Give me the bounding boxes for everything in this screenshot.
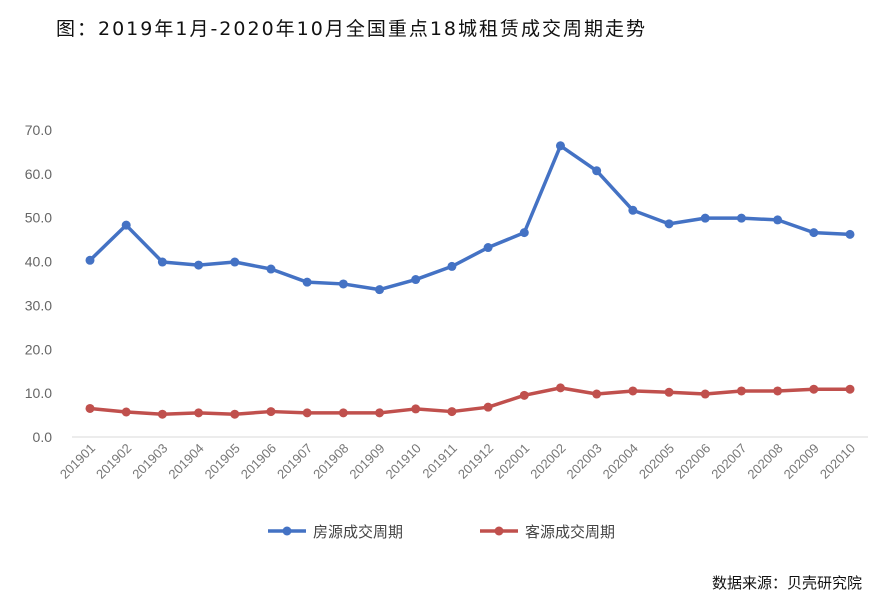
y-tick-label: 70.0 xyxy=(25,122,52,138)
data-point xyxy=(302,277,312,287)
series-1 xyxy=(85,141,855,295)
data-point xyxy=(483,243,493,253)
data-point xyxy=(194,408,204,418)
data-point xyxy=(628,386,638,396)
data-point xyxy=(809,228,819,238)
y-tick-label: 50.0 xyxy=(25,210,52,226)
y-tick-label: 30.0 xyxy=(25,297,52,313)
x-axis: 2019012019022019032019042019052019062019… xyxy=(57,441,858,482)
data-point xyxy=(592,389,602,399)
data-point xyxy=(338,279,348,289)
data-point xyxy=(375,408,385,418)
y-tick-label: 0.0 xyxy=(33,429,53,445)
data-point xyxy=(845,384,855,394)
x-tick-label: 202003 xyxy=(563,441,604,482)
data-point xyxy=(121,407,131,417)
x-tick-label: 201906 xyxy=(238,441,279,482)
legend-label: 房源成交周期 xyxy=(313,523,403,541)
data-point xyxy=(483,402,493,412)
data-point xyxy=(773,215,783,225)
data-point xyxy=(121,220,131,230)
series-line xyxy=(88,386,852,416)
legend: 房源成交周期 客源成交周期 xyxy=(268,523,615,541)
data-point xyxy=(411,275,421,285)
x-tick-label: 201907 xyxy=(274,441,315,482)
data-point xyxy=(736,213,746,223)
data-point xyxy=(157,257,167,267)
x-tick-label: 201911 xyxy=(419,441,460,482)
data-point xyxy=(845,229,855,239)
data-point xyxy=(628,205,638,215)
series-line xyxy=(88,144,852,292)
data-point xyxy=(700,389,710,399)
data-point xyxy=(157,409,167,419)
data-source: 数据来源：贝壳研究院 xyxy=(711,574,862,592)
data-point xyxy=(447,407,457,417)
x-tick-label: 202010 xyxy=(817,441,858,482)
data-point xyxy=(266,264,276,274)
data-point xyxy=(230,409,240,419)
chart-title: 图：2019年1月-2020年10月全国重点18城租赁成交周期走势 xyxy=(56,18,648,40)
data-point xyxy=(447,261,457,271)
x-tick-label: 202005 xyxy=(636,441,677,482)
data-point xyxy=(555,383,565,393)
x-tick-label: 202006 xyxy=(672,441,713,482)
data-point xyxy=(773,386,783,396)
data-point xyxy=(664,219,674,229)
data-point xyxy=(302,408,312,418)
x-tick-label: 201901 xyxy=(57,441,98,482)
data-point xyxy=(519,228,529,238)
data-point xyxy=(700,213,710,223)
x-tick-label: 201909 xyxy=(346,441,387,482)
legend-item: 房源成交周期 xyxy=(268,523,403,541)
x-tick-label: 201912 xyxy=(455,441,496,482)
legend-item: 客源成交周期 xyxy=(480,523,615,541)
x-tick-label: 201902 xyxy=(93,441,134,482)
legend-marker xyxy=(282,526,292,536)
data-point xyxy=(592,166,602,176)
x-tick-label: 202001 xyxy=(491,441,532,482)
series-2 xyxy=(85,383,855,419)
data-point xyxy=(809,384,819,394)
y-tick-label: 40.0 xyxy=(25,254,52,270)
data-point xyxy=(411,404,421,414)
data-point xyxy=(85,403,95,413)
x-tick-label: 202009 xyxy=(781,441,822,482)
y-axis: 0.0 10.0 20.0 30.0 40.0 50.0 60.0 70.0 xyxy=(25,122,52,445)
data-point xyxy=(555,141,565,151)
data-point xyxy=(338,408,348,418)
data-point xyxy=(194,260,204,270)
y-tick-label: 20.0 xyxy=(25,341,52,357)
x-tick-label: 202002 xyxy=(527,441,568,482)
x-tick-label: 202008 xyxy=(744,441,785,482)
data-point xyxy=(736,386,746,396)
x-tick-label: 201904 xyxy=(165,441,206,482)
y-tick-label: 60.0 xyxy=(25,166,52,182)
data-point xyxy=(519,390,529,400)
data-point xyxy=(230,257,240,267)
x-tick-label: 201910 xyxy=(383,441,424,482)
x-tick-label: 201903 xyxy=(129,441,170,482)
x-tick-label: 201908 xyxy=(310,441,351,482)
x-tick-label: 202007 xyxy=(708,441,749,482)
data-point xyxy=(85,255,95,265)
legend-label: 客源成交周期 xyxy=(525,523,615,541)
data-point xyxy=(266,407,276,417)
data-point xyxy=(375,285,385,295)
y-tick-label: 10.0 xyxy=(25,385,52,401)
x-tick-label: 202004 xyxy=(600,441,641,482)
x-tick-label: 201905 xyxy=(202,441,243,482)
legend-marker xyxy=(494,526,504,536)
data-point xyxy=(664,387,674,397)
series-layer xyxy=(85,141,855,419)
